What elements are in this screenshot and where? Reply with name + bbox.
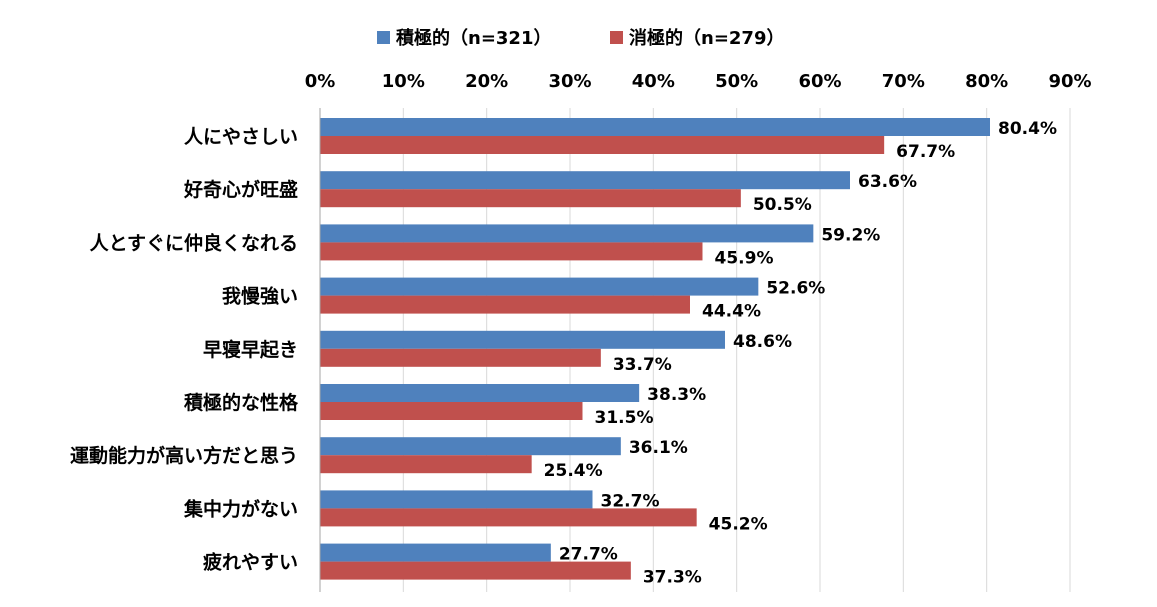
x-tick-label-7: 70% — [882, 71, 925, 92]
x-tick-label-2: 20% — [465, 71, 508, 92]
data-label-series1-5: 31.5% — [595, 408, 654, 428]
category-label-0: 人にやさしい — [184, 126, 298, 148]
bar-series1-7 — [320, 508, 697, 527]
data-label-series0-0: 80.4% — [998, 119, 1057, 139]
bar-series0-2 — [320, 224, 814, 243]
data-label-series1-2: 45.9% — [715, 248, 774, 268]
category-labels: 人にやさしい好奇心が旺盛人とすぐに仲良くなれる我慢強い早寝早起き積極的な性格運動… — [70, 126, 299, 574]
category-label-1: 好奇心が旺盛 — [183, 178, 298, 201]
x-tick-label-6: 60% — [798, 71, 841, 92]
x-tick-label-4: 40% — [632, 71, 675, 92]
data-label-series1-3: 44.4% — [702, 302, 761, 322]
bar-series1-8 — [320, 561, 631, 580]
category-label-3: 我慢強い — [222, 285, 298, 308]
data-labels: 80.4% 67.7% 63.6% 50.5% 59.2% 45.9% 52.6%44.4%… — [544, 119, 1057, 588]
data-label-series1-0: 67.7% — [896, 142, 955, 162]
x-tick-label-0: 0% — [305, 71, 336, 92]
x-tick-label-1: 10% — [382, 71, 425, 92]
data-label-series0-2: 59.2% — [821, 225, 880, 245]
data-label-series0-6: 36.1% — [629, 438, 688, 458]
bar-series0-8 — [320, 543, 551, 562]
data-label-series0-5: 38.3% — [647, 385, 706, 405]
data-label-series1-1: 50.5% — [753, 195, 812, 215]
data-label-series0-4: 48.6% — [733, 332, 792, 352]
data-label-series1-6: 25.4% — [544, 461, 603, 481]
legend-label-0: 積極的（n=321） — [395, 27, 551, 49]
bars — [320, 118, 990, 580]
legend-swatch-1 — [610, 31, 623, 44]
legend: 積極的（n=321） 消極的（n=279） — [377, 27, 784, 49]
bar-series0-0 — [320, 118, 990, 136]
bar-series0-4 — [320, 330, 725, 349]
data-label-series0-8: 27.7% — [559, 545, 618, 565]
legend-label-1: 消極的（n=279） — [629, 27, 784, 49]
x-tick-label-5: 50% — [715, 71, 758, 92]
category-label-4: 早寝早起き — [203, 338, 298, 361]
category-label-8: 疲れやすい — [203, 551, 298, 574]
category-label-5: 積極的な性格 — [184, 391, 299, 414]
data-label-series0-7: 32.7% — [601, 491, 660, 511]
bar-series1-0 — [320, 136, 885, 154]
category-label-7: 集中力がない — [183, 497, 298, 520]
x-axis-tick-labels: 0% 10% 20% 30% 40% 50% 60% 70% 80% 90% — [305, 71, 1092, 92]
bar-series0-7 — [320, 490, 593, 509]
x-tick-label-3: 30% — [548, 71, 591, 92]
category-label-6: 運動能力が高い方だと思う — [70, 444, 298, 467]
bar-series0-3 — [320, 277, 759, 296]
category-label-2: 人とすぐに仲良くなれる — [90, 231, 298, 254]
bar-series0-5 — [320, 384, 640, 402]
bar-series1-6 — [320, 455, 532, 474]
bar-series1-4 — [320, 348, 601, 367]
bar-series1-3 — [320, 295, 690, 314]
x-tick-label-9: 90% — [1048, 71, 1091, 92]
x-tick-label-8: 80% — [965, 71, 1008, 92]
data-label-series1-8: 37.3% — [643, 568, 702, 588]
bar-series0-1 — [320, 171, 850, 190]
data-label-series1-7: 45.2% — [709, 514, 768, 534]
bar-series1-2 — [320, 242, 703, 261]
data-label-series0-3: 52.6% — [766, 279, 825, 299]
bar-series1-1 — [320, 189, 741, 208]
bar-series1-5 — [320, 402, 583, 420]
data-label-series1-4: 33.7% — [613, 355, 672, 375]
legend-swatch-0 — [377, 31, 390, 44]
data-label-series0-1: 63.6% — [858, 172, 917, 192]
bar-series0-6 — [320, 437, 621, 456]
